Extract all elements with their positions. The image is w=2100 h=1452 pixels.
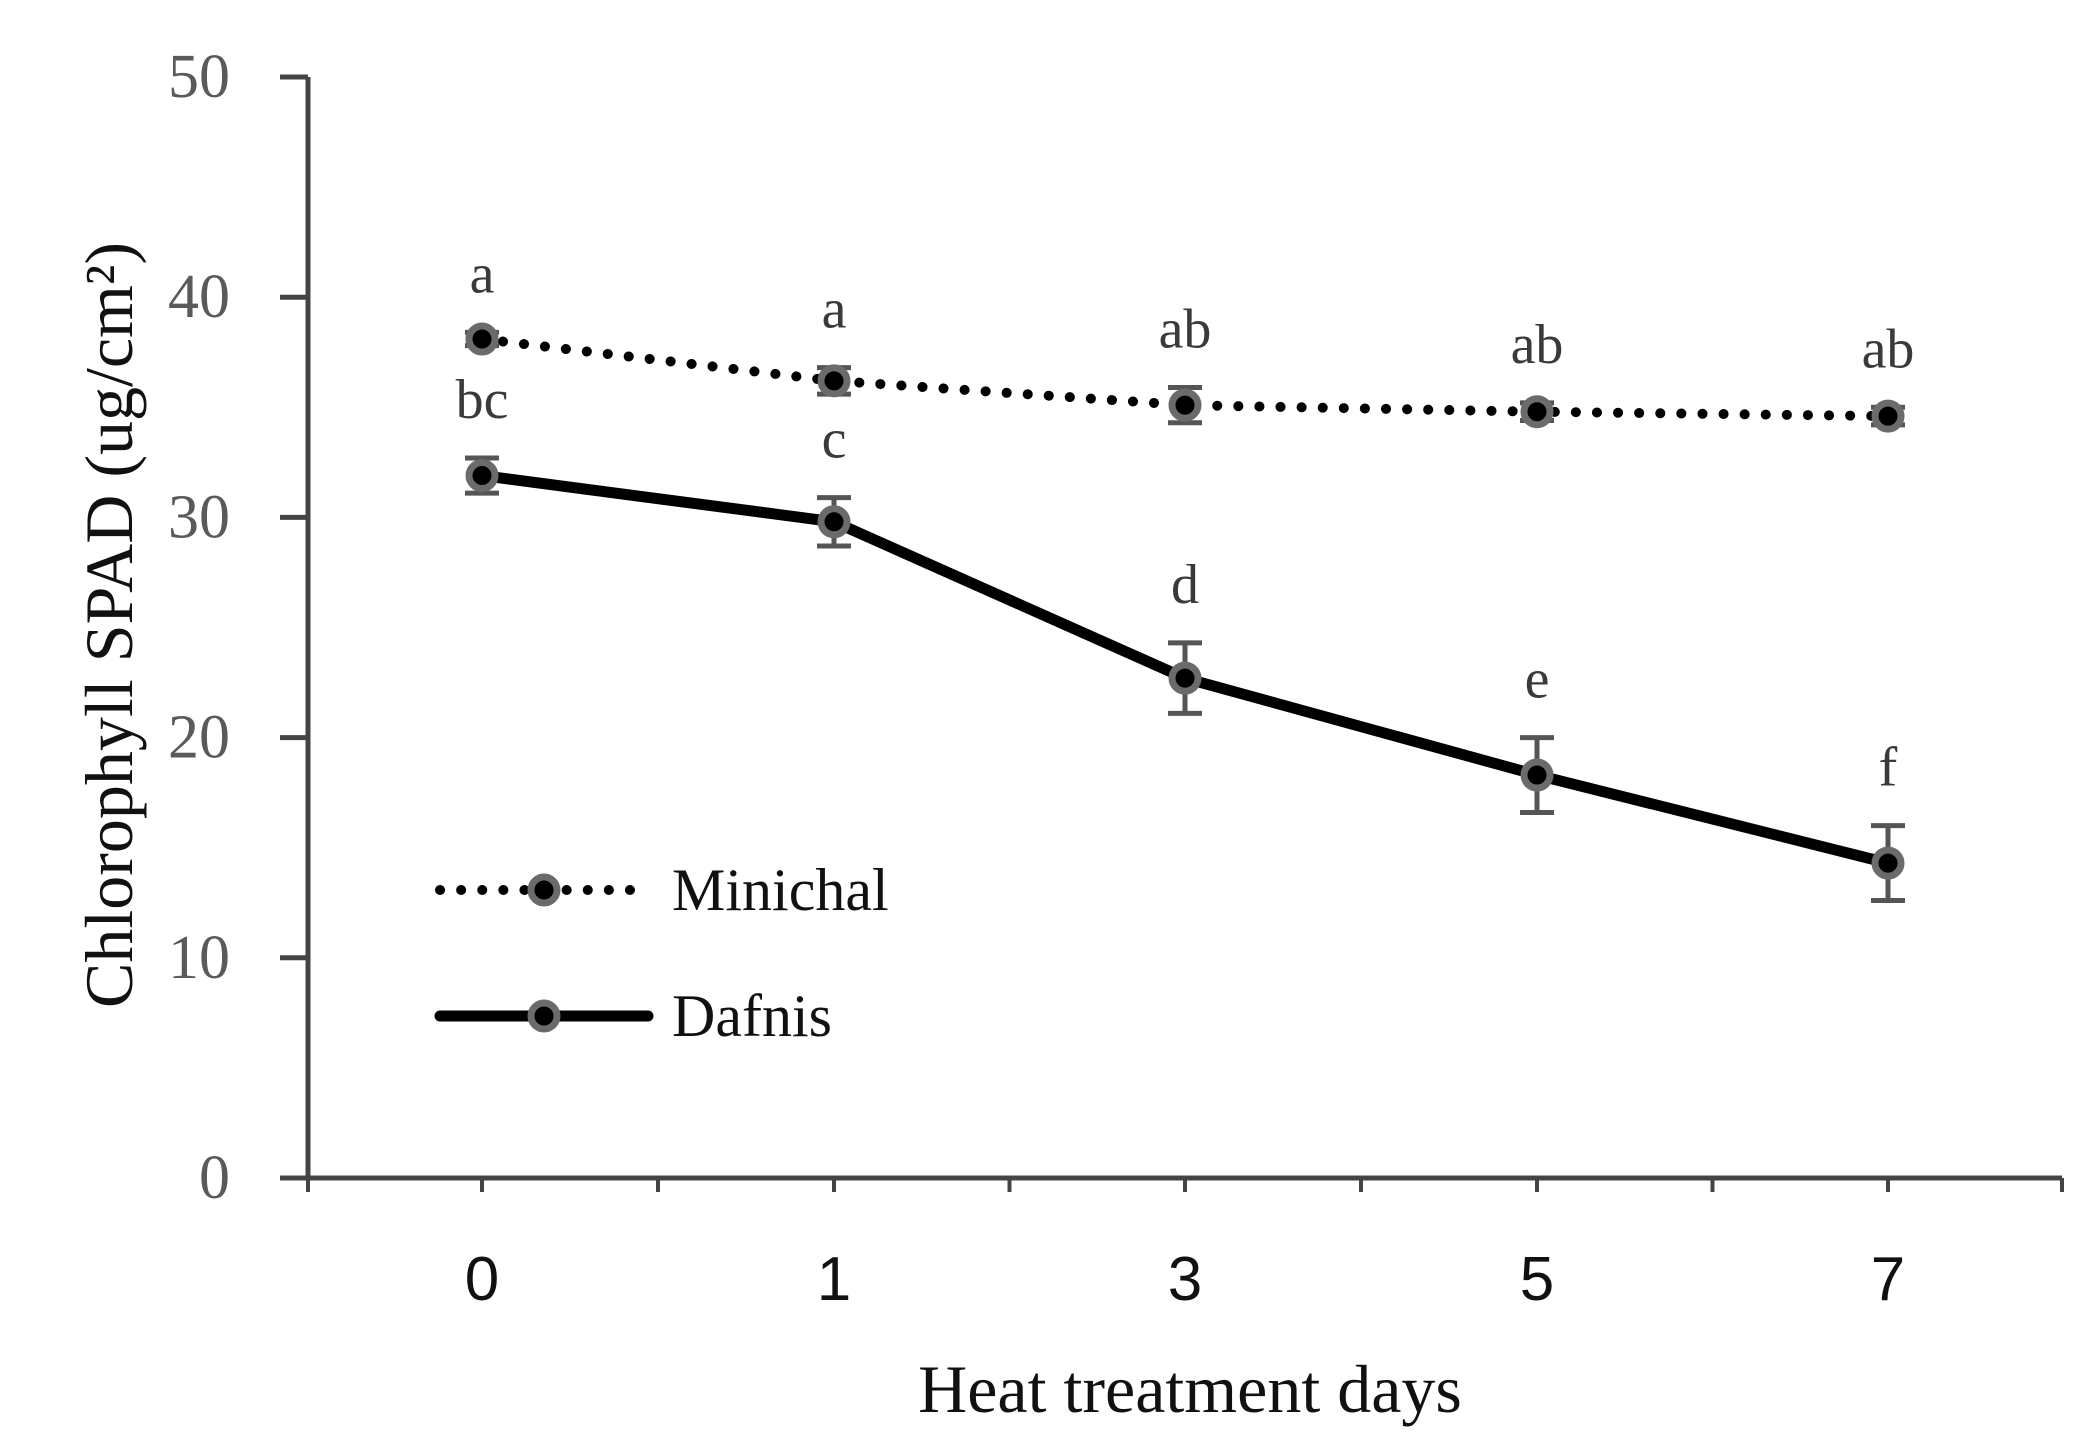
significance-letter: ab [1862,318,1915,380]
x-tick-label: 0 [465,1245,499,1314]
legend-marker [527,999,561,1033]
data-point [1168,388,1202,422]
significance-letter: ab [1159,298,1212,360]
y-tick-label: 20 [168,704,230,772]
axes [280,77,2062,1181]
y-axis-ticks: 0 10 20 30 40 50 [168,43,308,1212]
y-axis-title: Chlorophyll SPAD (ug/cm²) [71,242,147,1008]
significance-letter: c [822,409,847,471]
y-tick-label: 0 [199,1144,230,1212]
significance-letter: f [1879,737,1898,799]
data-point [465,459,499,493]
significance-letter: ab [1511,314,1564,376]
series-line-minichal [477,334,1893,422]
legend-label-dafnis: Dafnis [672,983,832,1049]
legend-label-minichal: Minichal [672,857,889,923]
legend: Minichal Dafnis [434,857,889,1049]
data-point [817,505,851,539]
x-tick-label: 5 [1520,1245,1554,1314]
data-point [1520,395,1554,429]
significance-letter: e [1525,649,1550,711]
y-tick-label: 10 [168,924,230,992]
data-point [1520,758,1554,792]
significance-letter: a [822,279,847,341]
data-point [817,364,851,398]
significance-letter: bc [456,369,509,431]
x-tick-label: 3 [1168,1245,1202,1314]
series-layer [465,322,1905,904]
data-point [1871,399,1905,433]
x-axis-ticks: 0 1 3 5 7 [306,1178,2064,1314]
data-point [465,322,499,356]
y-tick-label: 40 [168,263,230,331]
data-point [1871,846,1905,880]
x-tick-label: 7 [1871,1245,1905,1314]
legend-marker [527,873,561,907]
y-tick-label: 30 [168,483,230,551]
y-tick-label: 50 [168,43,230,111]
significance-letters: a a ab ab ab bc c d e f [456,243,1915,798]
significance-letter: d [1171,554,1199,616]
x-axis-title: Heat treatment days [918,1351,1462,1427]
data-point [1168,661,1202,695]
significance-letter: a [470,243,495,305]
x-tick-label: 1 [817,1245,851,1314]
